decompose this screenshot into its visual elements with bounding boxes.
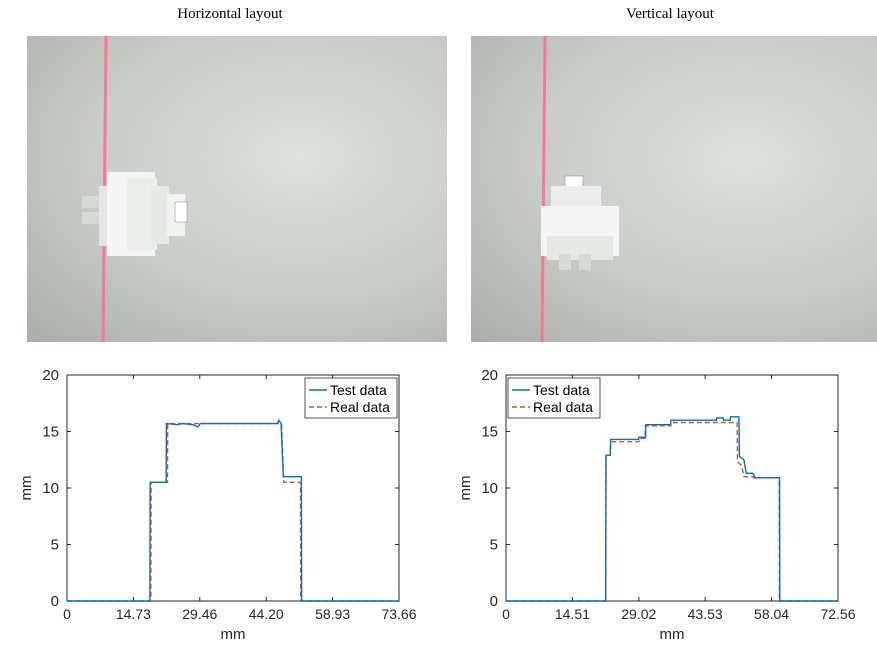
y-tick-label: 10 xyxy=(42,480,59,497)
x-tick-label: 73.66 xyxy=(381,606,416,622)
y-tick-label: 20 xyxy=(42,367,59,384)
x-tick-label: 14.51 xyxy=(555,606,590,622)
x-tick-label: 72.56 xyxy=(820,606,855,622)
legend-box xyxy=(304,377,398,419)
series-line-test-data xyxy=(506,416,838,602)
chart-vertical: 0 14.51 29.02 43.53 58.04 72.56 0 5 10 15 20 mm mm Te… xyxy=(457,367,856,643)
x-tick-label: 14.73 xyxy=(116,606,151,622)
panel-title-horizontal: Horizontal layout xyxy=(177,6,283,22)
series-line-test-data xyxy=(67,418,399,602)
y-tick-label: 5 xyxy=(490,537,498,554)
photo-horizontal-layout xyxy=(27,36,447,342)
y-tick-label: 10 xyxy=(481,480,498,497)
x-tick-label: 29.46 xyxy=(182,606,217,622)
x-tick-label: 58.04 xyxy=(754,606,789,622)
y-tick-label: 0 xyxy=(490,593,498,610)
x-tick-label: 0 xyxy=(502,606,510,622)
y-tick-label: 15 xyxy=(42,424,59,441)
y-axis-label: mm xyxy=(457,476,474,501)
x-tick-label: 58.93 xyxy=(315,606,350,622)
legend-label: Real data xyxy=(330,399,390,415)
chart-horizontal: 0 14.73 29.46 44.20 58.93 73.66 0 5 10 15 20 mm mm Te… xyxy=(18,367,417,643)
connector-part xyxy=(541,175,619,270)
x-tick-label: 43.53 xyxy=(688,606,723,622)
legend-label: Real data xyxy=(533,399,593,415)
x-axis-label: mm xyxy=(660,626,685,643)
y-axis-label: mm xyxy=(18,476,35,501)
x-tick-label: 44.20 xyxy=(249,606,284,622)
connector-part xyxy=(82,172,188,256)
panel-title-vertical: Vertical layout xyxy=(626,6,714,22)
laser-line xyxy=(540,36,547,342)
photo-vertical-layout xyxy=(471,36,877,342)
x-axis-label: mm xyxy=(221,626,246,643)
y-tick-label: 0 xyxy=(51,593,59,610)
y-tick-label: 5 xyxy=(51,537,59,554)
x-tick-label: 29.02 xyxy=(621,606,656,622)
legend-label: Test data xyxy=(533,382,590,398)
y-tick-label: 15 xyxy=(481,424,498,441)
legend-box xyxy=(507,377,601,419)
y-tick-label: 20 xyxy=(481,367,498,384)
legend-label: Test data xyxy=(330,382,387,398)
x-tick-label: 0 xyxy=(63,606,71,622)
